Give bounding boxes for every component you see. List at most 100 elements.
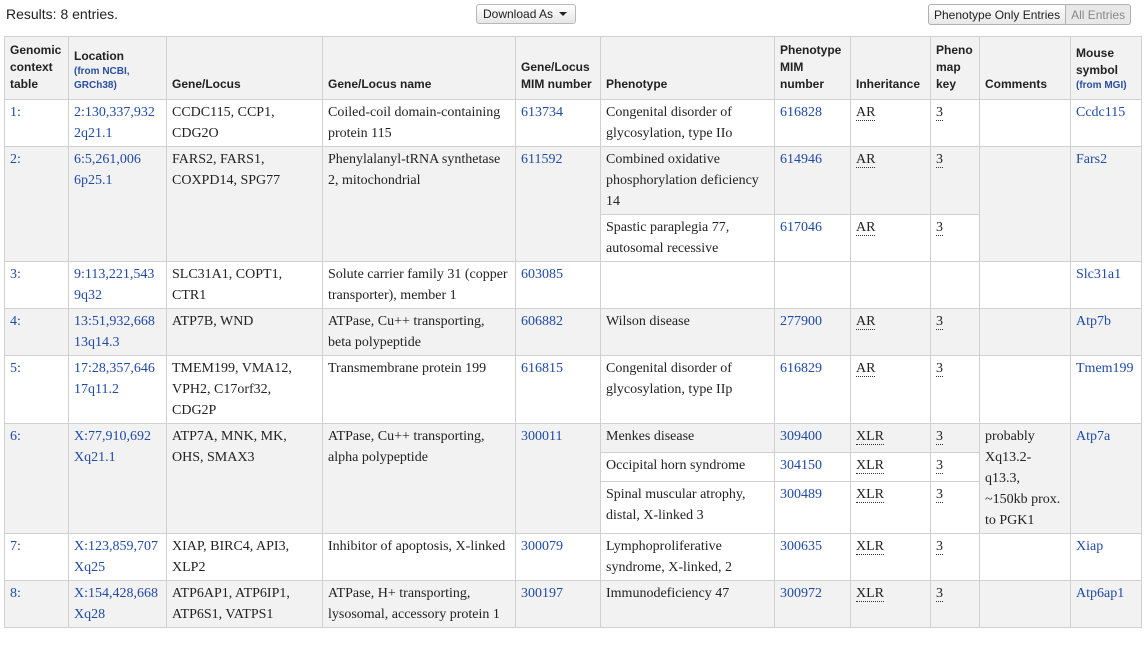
table-row: 6: X:77,910,692 Xq21.1 ATP7A, MNK, MK, OHS,… <box>4 423 1142 534</box>
phenotype-mim-link[interactable]: 309400 <box>774 423 851 453</box>
gene-phenotype-table: Genomic context table Location (from NCB… <box>4 36 1142 628</box>
gene-mim-link[interactable]: 300197 <box>515 580 601 628</box>
location-coordinate-link[interactable]: 17:28,357,646 <box>74 361 155 376</box>
header-comments: Comments <box>979 36 1071 100</box>
inheritance-cell: AR <box>850 308 931 356</box>
comments-cell <box>979 308 1071 356</box>
mouse-symbol-link[interactable]: Atp7a <box>1070 423 1142 534</box>
phenotype-mim-link[interactable]: 614946 <box>774 146 851 215</box>
inheritance-cell: AR <box>850 99 931 147</box>
gene-mim-link[interactable]: 606882 <box>515 308 601 356</box>
table-row: 1: 2:130,337,932 2q21.1 CCDC115, CCP1, CDG2… <box>4 99 1142 147</box>
location-coordinate-link[interactable]: 2:130,337,932 <box>74 105 155 120</box>
genomic-context-link[interactable]: 2: <box>4 146 69 262</box>
genomic-context-link[interactable]: 8: <box>4 580 69 628</box>
phenotype-mim-link[interactable]: 300489 <box>774 480 851 535</box>
gene-locus-symbols: TMEM199, VMA12, VPH2, C17orf32, CDG2P <box>166 355 323 424</box>
location-cell: X:154,428,668 Xq28 <box>68 580 167 628</box>
genomic-context-link[interactable]: 5: <box>4 355 69 424</box>
table-row: 5: 17:28,357,646 17q11.2 TMEM199, VMA12, VP… <box>4 355 1142 424</box>
mouse-symbol-link[interactable]: Xiap <box>1070 533 1142 581</box>
location-coordinate-link[interactable]: X:154,428,668 <box>74 586 158 601</box>
gene-locus-name: Solute carrier family 31 (copper transpo… <box>322 261 516 309</box>
gene-locus-name: ATPase, Cu++ transporting, beta polypept… <box>322 308 516 356</box>
gene-mim-link[interactable]: 300011 <box>515 423 601 534</box>
header-phenotype-mim: Phenotype MIM number <box>774 36 851 100</box>
header-genomic-context: Genomic context table <box>4 36 69 100</box>
mouse-symbol-link[interactable]: Atp6ap1 <box>1070 580 1142 628</box>
genomic-context-link[interactable]: 3: <box>4 261 69 309</box>
header-location-label: Location <box>74 49 124 63</box>
gene-mim-link[interactable]: 616815 <box>515 355 601 424</box>
phenotype-mim-link[interactable]: 300635 <box>774 533 851 581</box>
location-cell: 9:113,221,543 9q32 <box>68 261 167 309</box>
results-toolbar: Results: 8 entries. Download As Phenotyp… <box>0 0 1147 30</box>
genomic-context-link[interactable]: 1: <box>4 99 69 147</box>
gene-mim-link[interactable]: 300079 <box>515 533 601 581</box>
cytogenetic-location-link[interactable]: 13q14.3 <box>74 335 120 350</box>
cytogenetic-location-link[interactable]: 2q21.1 <box>74 126 113 141</box>
gene-mim-link[interactable]: 611592 <box>515 146 601 262</box>
cytogenetic-location-link[interactable]: 9q32 <box>74 288 102 303</box>
phenotype-mim-link[interactable]: 304150 <box>774 451 851 482</box>
location-cell: X:123,859,707 Xq25 <box>68 533 167 581</box>
pheno-map-key-cell: 3 <box>930 99 980 147</box>
pheno-map-key-cell <box>930 261 980 309</box>
location-coordinate-link[interactable]: 9:113,221,543 <box>74 267 155 282</box>
table-row: 3: 9:113,221,543 9q32 SLC31A1, COPT1, CTR1 S… <box>4 261 1142 309</box>
inheritance-cell: XLR <box>850 423 931 453</box>
table-row: 4: 13:51,932,668 13q14.3 ATP7B, WND ATPase, … <box>4 308 1142 356</box>
table-row: Spastic paraplegia 77, autosomal recessi… <box>5 214 1142 262</box>
mouse-symbol-link[interactable]: Slc31a1 <box>1070 261 1142 309</box>
pheno-map-key-value: 3 <box>936 152 943 168</box>
table-body: 1: 2:130,337,932 2q21.1 CCDC115, CCP1, CDG2… <box>4 99 1142 628</box>
phenotype-cell <box>600 261 775 309</box>
gene-locus-name: Inhibitor of apoptosis, X-linked <box>322 533 516 581</box>
pheno-map-key-value: 3 <box>936 539 943 555</box>
location-coordinate-link[interactable]: X:123,859,707 <box>74 539 158 554</box>
comments-cell: probably Xq13.2-q13.3, ~150kb prox. to P… <box>979 423 1071 534</box>
mouse-symbol-link[interactable]: Fars2 <box>1070 146 1142 262</box>
location-coordinate-link[interactable]: 6:5,261,006 <box>74 152 141 167</box>
download-as-label: Download As <box>483 7 554 21</box>
phenotype-cell: Lymphoproliferative syndrome, X-linked, … <box>600 533 775 581</box>
gene-mim-link[interactable]: 613734 <box>515 99 601 147</box>
phenotype-mim-link[interactable]: 616829 <box>774 355 851 424</box>
genomic-context-link[interactable]: 6: <box>4 423 69 534</box>
comments-cell <box>979 580 1071 628</box>
cytogenetic-location-link[interactable]: Xq28 <box>74 607 106 622</box>
phenotype-only-entries-button[interactable]: Phenotype Only Entries <box>928 4 1067 25</box>
mouse-symbol-link[interactable]: Tmem199 <box>1070 355 1142 424</box>
mouse-symbol-link[interactable]: Ccdc115 <box>1070 99 1142 147</box>
phenotype-mim-link[interactable]: 277900 <box>774 308 851 356</box>
gene-locus-symbols: XIAP, BIRC4, API3, XLP2 <box>166 533 323 581</box>
mouse-symbol-link[interactable]: Atp7b <box>1070 308 1142 356</box>
phenotype-mim-link[interactable]: 617046 <box>774 214 851 262</box>
phenotype-mim-link[interactable]: 616828 <box>774 99 851 147</box>
location-cell: 17:28,357,646 17q11.2 <box>68 355 167 424</box>
cytogenetic-location-link[interactable]: Xq21.1 <box>74 450 116 465</box>
phenotype-mim-link[interactable]: 300972 <box>774 580 851 628</box>
inheritance-abbr: AR <box>856 361 876 377</box>
location-cell: 2:130,337,932 2q21.1 <box>68 99 167 147</box>
phenotype-cell: Immunodeficiency 47 <box>600 580 775 628</box>
gene-mim-link[interactable]: 603085 <box>515 261 601 309</box>
genomic-context-link[interactable]: 4: <box>4 308 69 356</box>
genomic-context-link[interactable]: 7: <box>4 533 69 581</box>
location-coordinate-link[interactable]: 13:51,932,668 <box>74 314 155 329</box>
location-coordinate-link[interactable]: X:77,910,692 <box>74 429 151 444</box>
cytogenetic-location-link[interactable]: 6p25.1 <box>74 173 113 188</box>
pheno-map-key-cell: 3 <box>930 355 980 424</box>
pheno-map-key-value: 3 <box>936 220 943 236</box>
cytogenetic-location-link[interactable]: Xq25 <box>74 560 106 575</box>
phenotype-cell: Spastic paraplegia 77, autosomal recessi… <box>600 214 775 262</box>
gene-locus-symbols: CCDC115, CCP1, CDG2O <box>166 99 323 147</box>
phenotype-mim-link[interactable] <box>774 261 851 309</box>
gene-locus-symbols: ATP7A, MNK, MK, OHS, SMAX3 <box>166 423 323 534</box>
header-location: Location (from NCBI, GRCh38) <box>68 36 167 100</box>
header-gene-locus: Gene/Locus <box>166 36 323 100</box>
all-entries-button[interactable]: All Entries <box>1066 4 1132 25</box>
download-as-button[interactable]: Download As <box>476 4 576 24</box>
phenotype-cell: Occipital horn syndrome <box>600 451 775 482</box>
cytogenetic-location-link[interactable]: 17q11.2 <box>74 382 119 397</box>
